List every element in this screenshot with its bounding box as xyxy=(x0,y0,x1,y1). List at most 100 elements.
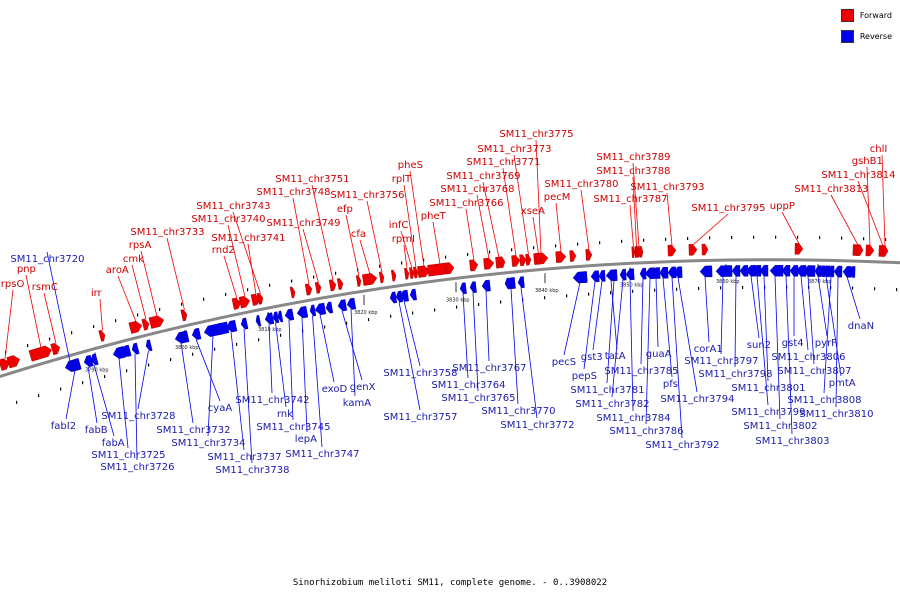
reverse-gene-label: SM11_chr3726 xyxy=(100,462,174,473)
forward-gene-arrow xyxy=(585,249,593,261)
forward-gene-arrow xyxy=(794,243,804,255)
forward-gene-arrow xyxy=(535,253,542,265)
forward-leader-line xyxy=(140,250,158,317)
reverse-leader-line xyxy=(677,277,698,393)
legend-forward-label: Forward xyxy=(859,10,892,20)
tick-label: 3810 kbp xyxy=(258,327,282,333)
reverse-gene-arrow xyxy=(517,276,525,289)
backbone-line xyxy=(0,258,900,379)
forward-leader-line xyxy=(4,289,14,359)
reverse-leader-line xyxy=(825,276,842,377)
reverse-gene-arrow xyxy=(296,306,309,319)
forward-gene-arrow xyxy=(865,244,875,257)
reverse-gene-arrow xyxy=(83,354,94,367)
reverse-leader-line xyxy=(46,251,73,372)
track-dot xyxy=(555,244,557,248)
forward-gene-arrow xyxy=(499,256,506,269)
track-dot xyxy=(709,236,711,240)
reverse-leader-line xyxy=(846,276,861,320)
legend-forward: Forward xyxy=(840,8,892,22)
forward-leader-line xyxy=(465,208,475,261)
reverse-gene-label: pyrF xyxy=(815,338,837,349)
forward-leader-line xyxy=(432,221,441,265)
reverse-gene-arrow xyxy=(827,265,835,278)
reverse-gene-arrow xyxy=(72,358,81,371)
track-dot xyxy=(511,248,513,252)
reverse-leader-line xyxy=(704,276,710,343)
tick-label: 3830 kbp xyxy=(446,297,470,303)
track-dot xyxy=(27,344,29,348)
forward-leader-line xyxy=(131,264,147,320)
reverse-gene-label: pmtA xyxy=(829,378,856,389)
legend-reverse-swatch xyxy=(840,29,854,43)
track-dot xyxy=(577,242,579,246)
reverse-gene-label: SM11_chr3781 xyxy=(570,385,644,396)
reverse-gene-arrow xyxy=(579,271,587,283)
reverse-gene-arrow xyxy=(121,344,132,357)
track-dot xyxy=(137,313,139,317)
reverse-leader-line xyxy=(195,339,221,402)
forward-gene-arrow xyxy=(180,309,187,322)
forward-gene-arrow xyxy=(328,279,337,292)
forward-gene-arrow xyxy=(50,342,61,356)
track-dot xyxy=(467,252,469,256)
forward-gene-label: SM11_chr3751 xyxy=(275,174,349,185)
reverse-gene-arrow xyxy=(590,270,600,283)
reverse-gene-label: sun2 xyxy=(747,340,771,351)
forward-gene-arrow xyxy=(391,269,397,282)
forward-gene-arrow xyxy=(569,250,577,262)
track-dot xyxy=(753,235,755,239)
reverse-gene-label: cyaA xyxy=(208,403,233,414)
forward-gene-arrow xyxy=(688,244,698,256)
reverse-leader-line xyxy=(835,276,839,408)
reverse-leader-line xyxy=(592,280,603,351)
forward-leader-line xyxy=(227,224,246,297)
track-dot xyxy=(324,325,326,329)
track-dot xyxy=(599,241,601,245)
legend-forward-swatch xyxy=(840,8,854,22)
track-dot xyxy=(863,237,865,241)
forward-gene-label: SM11_chr3813 xyxy=(794,184,868,195)
forward-leader-line xyxy=(629,204,634,248)
reverse-genes xyxy=(65,265,856,372)
forward-gene-label: SM11_chr3743 xyxy=(196,201,270,212)
forward-gene-arrow xyxy=(469,259,479,272)
reverse-gene-arrow xyxy=(598,270,606,282)
reverse-gene-label: SM11_chr3734 xyxy=(171,438,245,449)
forward-gene-label: rsmC xyxy=(32,282,58,293)
track-dot xyxy=(841,236,843,240)
tick-label: 3860 kbp xyxy=(716,279,740,285)
track-dot xyxy=(104,375,106,379)
tick-label: 3820 kbp xyxy=(354,310,378,316)
forward-gene-arrow xyxy=(128,320,143,334)
forward-gene-label: pheT xyxy=(421,211,447,222)
reverse-leader-line xyxy=(87,366,98,424)
track-dot xyxy=(654,288,656,292)
reverse-leader-line xyxy=(312,315,323,448)
reverse-leader-line xyxy=(137,350,149,410)
track-dot xyxy=(643,238,645,242)
forward-gene-arrow xyxy=(141,318,150,331)
track-dot xyxy=(588,292,590,296)
forward-leader-lines xyxy=(4,139,886,359)
reverse-leader-line xyxy=(243,328,253,464)
track-dot xyxy=(885,238,887,242)
reverse-gene-label: SM11_chr3808 xyxy=(787,395,861,406)
track-dot xyxy=(665,237,667,241)
reverse-gene-label: rnk xyxy=(277,409,293,420)
forward-gene-arrow xyxy=(0,358,11,371)
reverse-gene-arrow xyxy=(264,312,275,325)
forward-leader-line xyxy=(513,154,529,255)
forward-gene-arrow xyxy=(881,245,889,257)
forward-gene-arrow xyxy=(555,251,567,263)
forward-leader-line xyxy=(345,214,360,276)
reverse-gene-label: SM11_chr3725 xyxy=(91,450,165,461)
reverse-gene-label: SM11_chr3794 xyxy=(660,394,734,405)
track-dot xyxy=(819,236,821,240)
track-dot xyxy=(126,369,128,373)
reverse-gene-arrow xyxy=(667,266,677,279)
reverse-leader-line xyxy=(563,282,581,356)
reverse-gene-label: SM11_chr3767 xyxy=(452,363,526,374)
track-dot xyxy=(49,337,51,341)
